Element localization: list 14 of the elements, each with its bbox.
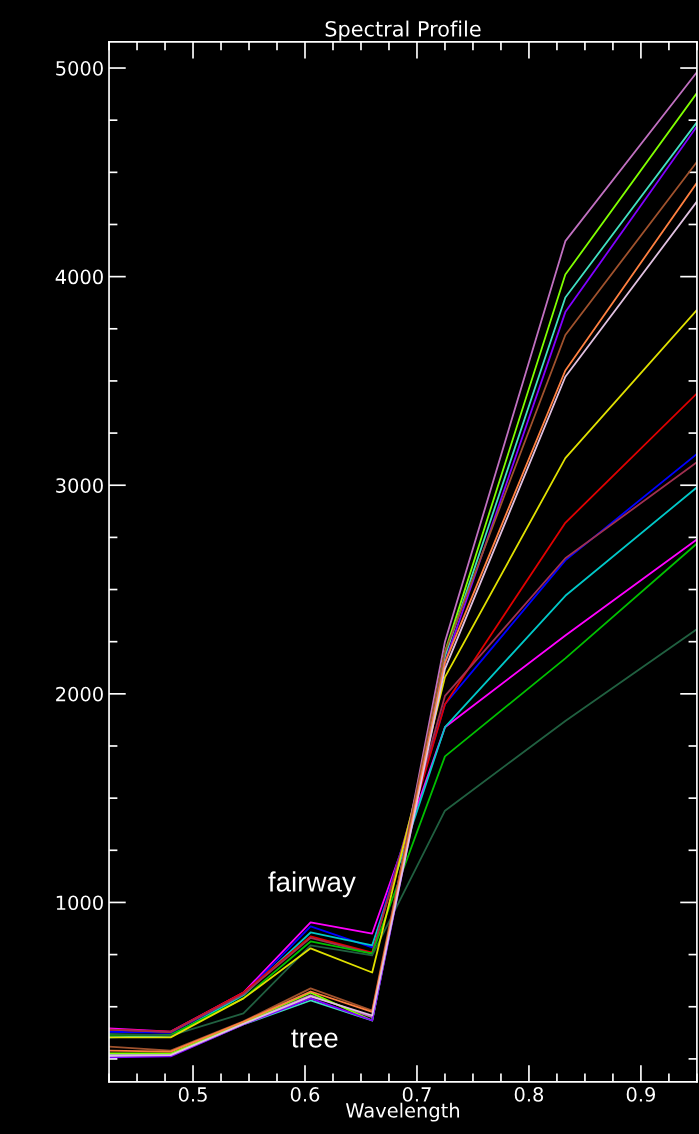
- y-tick-label: 3000: [56, 478, 103, 493]
- x-tick-label: 0.8: [514, 1087, 544, 1102]
- y-tick-label: 2000: [56, 686, 103, 702]
- annotation: tree: [291, 1029, 338, 1048]
- x-axis-title: Wavelength: [345, 1102, 459, 1122]
- y-tick-label: 1000: [56, 895, 103, 911]
- x-tick-label: 0.5: [178, 1087, 207, 1102]
- x-tick-label: 0.6: [290, 1087, 320, 1102]
- annotation: fairway: [268, 871, 356, 898]
- x-tick-label: 0.9: [626, 1087, 656, 1102]
- chart-title: Spectral Profile: [325, 20, 481, 41]
- x-tick-label: 0.7: [402, 1087, 431, 1102]
- y-tick-label: 5000: [56, 60, 103, 76]
- y-tick-label: 4000: [55, 269, 103, 285]
